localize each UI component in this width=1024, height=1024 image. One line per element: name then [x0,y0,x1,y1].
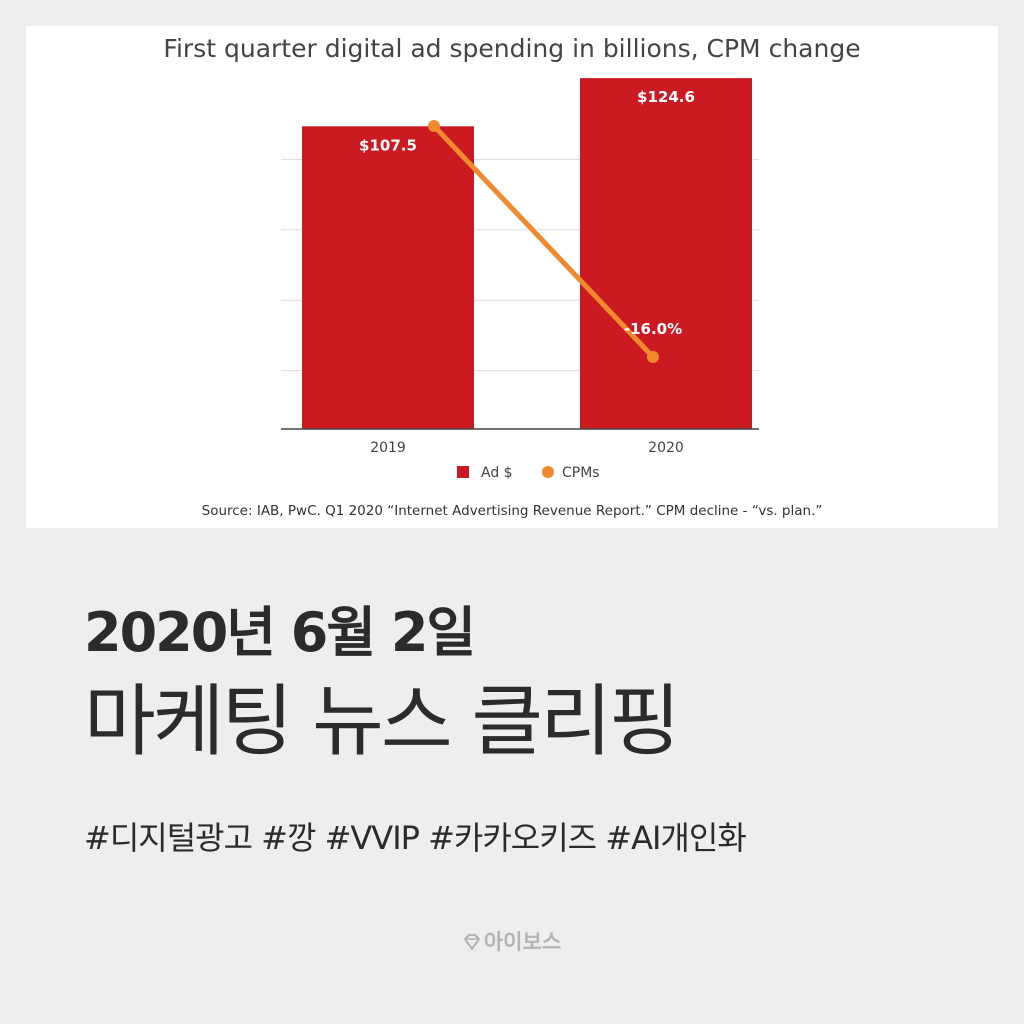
brand-logo: 아이보스 [0,926,1024,956]
chart-card: First quarter digital ad spending in bil… [26,26,998,528]
brand-name: 아이보스 [483,930,562,954]
cpm-point-2019 [428,120,440,132]
chart-title: First quarter digital ad spending in bil… [163,34,861,63]
legend-label-ad: Ad $ [481,465,513,481]
bar-label-2020: $124.6 [637,88,695,106]
legend-label-cpm: CPMs [562,465,600,481]
legend-swatch-cpm [542,466,554,478]
diamond-logo-icon [463,932,481,956]
headline-date: 2020년 6월 2일 [84,601,476,664]
bar-2020 [580,78,752,429]
hashtag-list: #디지털광고 #깡 #VVIP #카카오키즈 #AI개인화 [84,819,747,857]
bar-2019 [302,126,474,429]
x-tick-2020: 2020 [648,440,684,456]
cpm-line [431,123,656,360]
chart-source: Source: IAB, PwC. Q1 2020 “Internet Adve… [201,503,823,519]
chart-plot: $107.5 $124.6 2019 2020 -16.0% Ad $ CPMs [281,78,759,481]
legend-swatch-ad [457,466,469,478]
cpm-point-2020 [647,351,659,363]
x-tick-2019: 2019 [370,440,406,456]
cpm-label-2020: -16.0% [624,320,682,338]
bar-label-2019: $107.5 [359,136,417,154]
headline-title: 마케팅 뉴스 클리핑 [84,677,681,767]
